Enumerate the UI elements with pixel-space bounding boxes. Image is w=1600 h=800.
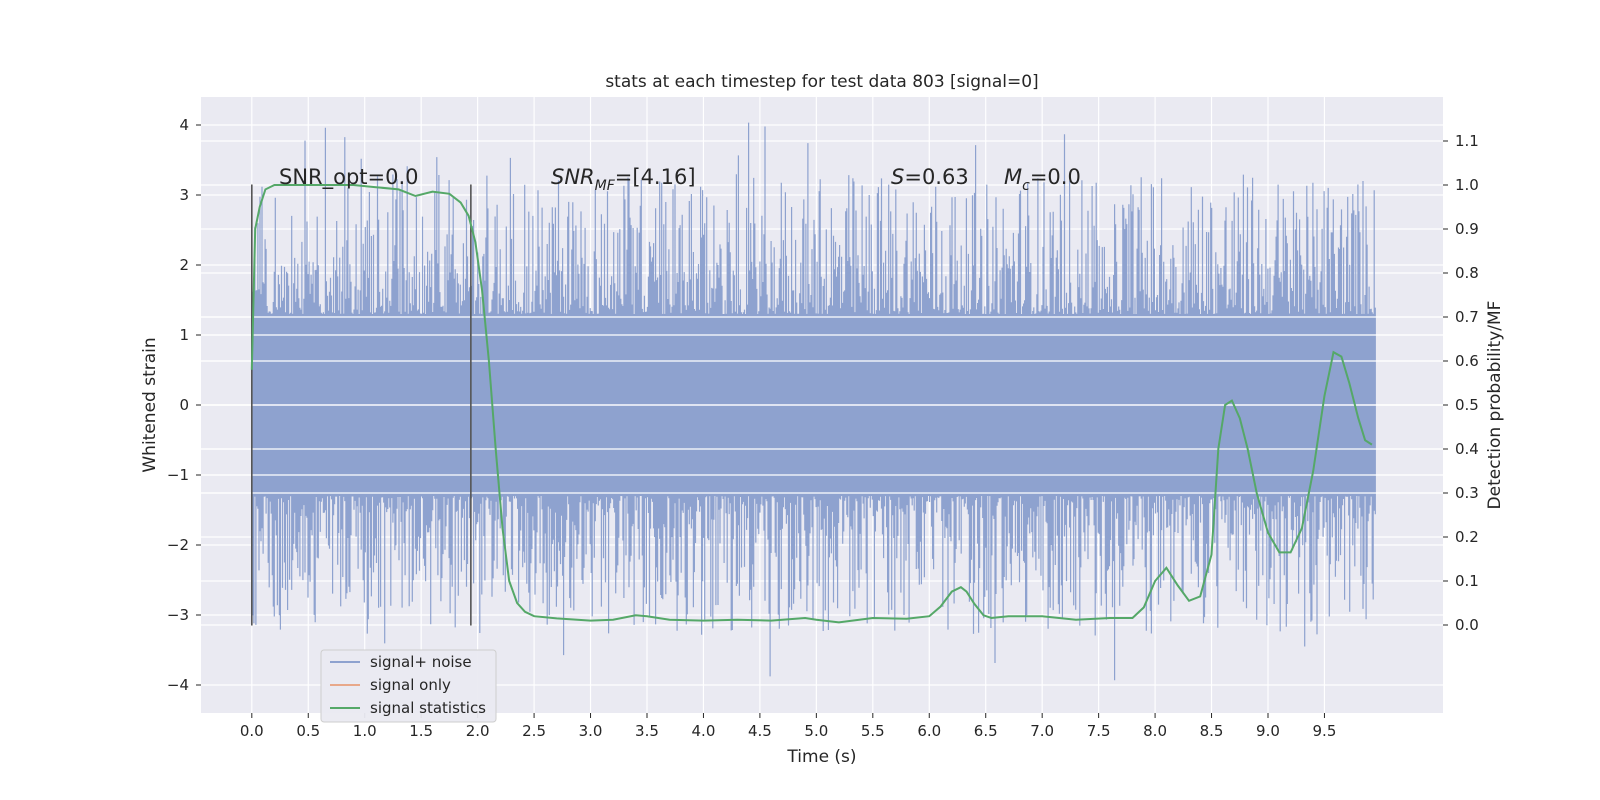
x-tick-label-6: 3.0 (579, 722, 603, 740)
x-axis-ticks: 0.0 0.5 1.0 1.5 2.0 2.5 3.0 3.5 4.0 4.5 5.0 5.5 6.0 6… (240, 713, 1336, 740)
annotation-snr-opt: SNR_opt=0.0 (279, 165, 419, 190)
snr-mf-value: =[4.16] (615, 165, 696, 189)
legend-label-signal-only: signal only (370, 676, 451, 694)
annotation-mc: Mc=0.0 (1004, 165, 1081, 194)
x-tick-label-12: 6.0 (917, 722, 941, 740)
y-right-tick-label-8: 0.3 (1455, 484, 1479, 502)
s-label: S (891, 165, 904, 189)
x-tick-label-10: 5.0 (804, 722, 828, 740)
y-right-tick-label-11: 0.0 (1455, 616, 1479, 634)
y-right-tick-label-7: 0.4 (1455, 440, 1479, 458)
y-tick-label-5: −1 (167, 466, 189, 484)
x-tick-label-19: 9.5 (1313, 722, 1337, 740)
x-tick-label-1: 0.5 (296, 722, 320, 740)
y-tick-label-8: −4 (167, 676, 189, 694)
x-axis-label: Time (s) (786, 747, 856, 767)
x-tick-label-16: 8.0 (1143, 722, 1167, 740)
y-tick-label-1: 3 (179, 186, 189, 204)
y-tick-label-2: 2 (179, 256, 189, 274)
y-right-tick-label-2: 0.9 (1455, 220, 1479, 238)
y-right-tick-label-6: 0.5 (1455, 396, 1479, 414)
y-right-tick-label-4: 0.7 (1455, 308, 1479, 326)
y-tick-label-0: 4 (179, 116, 189, 134)
x-tick-label-8: 4.0 (692, 722, 716, 740)
x-tick-label-2: 1.0 (353, 722, 377, 740)
legend-box (320, 649, 497, 723)
x-tick-label-17: 8.5 (1200, 722, 1224, 740)
y-right-tick-label-9: 0.2 (1455, 528, 1479, 546)
y-axis-ticks: 4 3 2 1 0 −1 −2 −3 −4 (167, 116, 201, 694)
annotation-s: S=0.63 (891, 165, 969, 189)
series-signal-statistics (250, 184, 1373, 624)
y-tick-label-6: −2 (167, 536, 189, 554)
legend: signal+ noise signal only signal statist… (320, 649, 497, 723)
chart-title: stats at each timestep for test data 803… (605, 72, 1038, 92)
y-axis-right-label: Detection probability/MF (1485, 301, 1505, 510)
mc-sub: c (1022, 178, 1030, 194)
x-tick-label-18: 9.0 (1256, 722, 1280, 740)
y-tick-label-4: 0 (179, 396, 189, 414)
x-tick-label-4: 2.0 (466, 722, 490, 740)
y-tick-label-7: −3 (167, 606, 189, 624)
s-value: =0.63 (904, 165, 968, 189)
y-right-tick-label-10: 0.1 (1455, 572, 1479, 590)
x-tick-label-5: 2.5 (522, 722, 546, 740)
y-tick-label-3: 1 (179, 326, 189, 344)
snr-mf-base: SNR (551, 165, 595, 189)
legend-label-signal-statistics: signal statistics (370, 699, 486, 717)
y-right-tick-label-0: 1.1 (1455, 132, 1479, 150)
x-tick-label-7: 3.5 (635, 722, 659, 740)
x-tick-label-0: 0.0 (240, 722, 264, 740)
x-tick-label-3: 1.5 (409, 722, 433, 740)
y-axis-right-ticks: 1.1 1.0 0.9 0.8 0.7 0.6 0.5 0.4 0.3 0.2 0.1 0.0 (1443, 132, 1479, 634)
legend-label-signal-noise: signal+ noise (370, 653, 472, 671)
y-axis-label: Whitened strain (140, 337, 160, 472)
series-signal-noise (201, 122, 1443, 681)
x-tick-label-15: 7.5 (1087, 722, 1111, 740)
x-tick-label-14: 7.0 (1030, 722, 1054, 740)
y-right-tick-label-1: 1.0 (1455, 176, 1479, 194)
mc-base: M (1004, 165, 1022, 189)
x-tick-label-9: 4.5 (748, 722, 772, 740)
snr-mf-sub: MF (595, 178, 616, 194)
vertical-markers (251, 184, 472, 626)
annotation-snr-mf: SNRMF=[4.16] (551, 165, 696, 194)
x-tick-label-13: 6.5 (974, 722, 998, 740)
y-right-tick-label-3: 0.8 (1455, 264, 1479, 282)
x-tick-label-11: 5.5 (861, 722, 885, 740)
y-right-tick-label-5: 0.6 (1455, 352, 1479, 370)
mc-value: =0.0 (1030, 165, 1081, 189)
